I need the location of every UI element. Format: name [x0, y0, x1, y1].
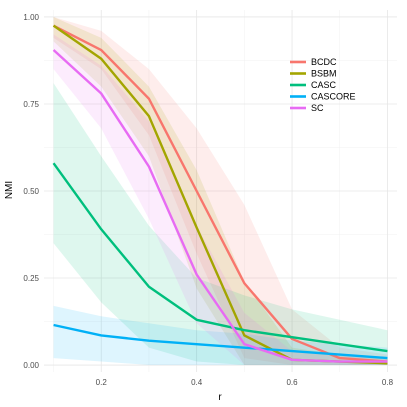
line-cascore — [53, 323, 388, 360]
x-tick-label: 0.2 — [96, 378, 108, 387]
ribbon-sc — [53, 34, 388, 366]
y-tick-label: 0.00 — [23, 361, 39, 370]
confidence-ribbons — [53, 16, 388, 366]
ribbon-bcdc — [53, 16, 388, 366]
line-sc — [52, 49, 388, 363]
ribbon-casc — [53, 83, 388, 366]
ribbon-cascore — [53, 305, 388, 366]
legend-label-casc: CASC — [311, 80, 337, 90]
y-tick-label: 0.75 — [23, 100, 39, 109]
ribbon-bsbm — [53, 16, 388, 366]
x-axis-label: r — [218, 392, 222, 403]
legend-label-cascore: CASCORE — [311, 92, 356, 102]
x-axis-ticks: 0.2 0.4 0.6 0.8 — [96, 378, 394, 387]
y-tick-label: 0.50 — [23, 187, 39, 196]
legend-label-bcdc: BCDC — [311, 57, 337, 67]
major-gridlines — [44, 10, 397, 372]
line-casc — [52, 162, 388, 353]
x-tick-label: 0.8 — [382, 378, 394, 387]
y-tick-label: 1.00 — [23, 13, 39, 22]
legend-label-bsbm: BSBM — [311, 69, 337, 79]
y-tick-label: 0.25 — [23, 274, 39, 283]
x-tick-label: 0.6 — [286, 378, 298, 387]
y-axis-ticks: 0.00 0.25 0.50 0.75 1.00 — [23, 13, 39, 370]
series-lines — [52, 24, 388, 365]
legend-label-sc: SC — [311, 103, 324, 113]
y-axis-label: NMI — [4, 181, 15, 199]
x-tick-label: 0.4 — [191, 378, 203, 387]
